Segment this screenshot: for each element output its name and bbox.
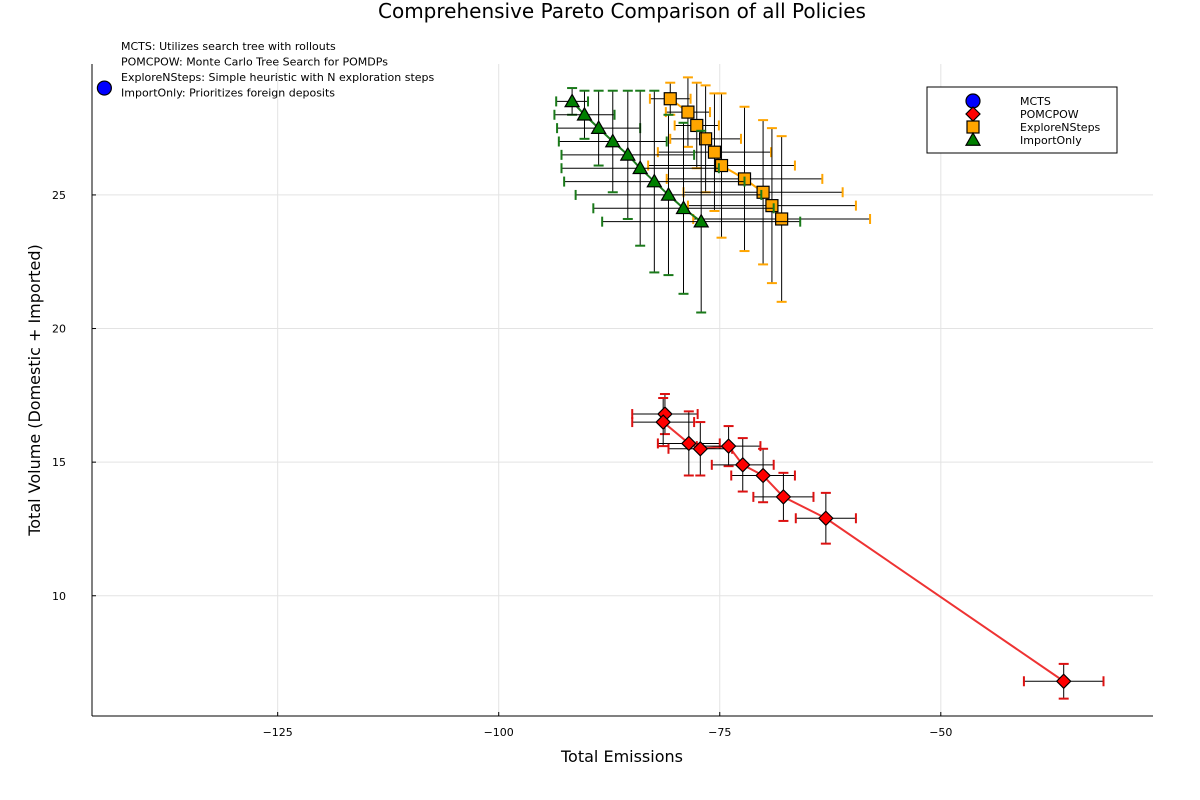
x-axis-label: Total Emissions: [560, 747, 683, 766]
data-point: [590, 119, 607, 134]
x-tick-label: −100: [484, 726, 514, 739]
series-line: [669, 97, 783, 220]
annotation-text: ExploreNSteps: Simple heuristic with N e…: [121, 71, 435, 84]
legend-label: POMCPOW: [1020, 108, 1079, 121]
series-mcts: [96, 80, 112, 96]
data-point: [1055, 673, 1072, 690]
annotation-text: MCTS: Utilizes search tree with rollouts: [121, 40, 336, 53]
data-point: [775, 212, 789, 226]
x-tick-label: −125: [263, 726, 293, 739]
y-tick-label: 15: [52, 456, 66, 469]
data-point: [765, 199, 779, 213]
data-point: [632, 160, 649, 175]
series-pomcpow: [631, 393, 1105, 700]
chart-title: Comprehensive Pareto Comparison of all P…: [378, 0, 866, 23]
legend-label: ExploreNSteps: [1020, 121, 1101, 134]
y-axis-label: Total Volume (Domestic + Imported): [25, 244, 44, 537]
data-point: [818, 510, 834, 527]
axes: −125 −100 −75 −50 10 15 20 25: [52, 64, 1153, 739]
data-point: [660, 186, 677, 201]
data-point: [604, 133, 621, 148]
legend-marker: [964, 131, 982, 146]
series-line: [571, 100, 702, 223]
legend-marker: [965, 93, 981, 109]
data-point: [680, 435, 697, 452]
data-point: [675, 200, 692, 215]
legend-marker: [966, 120, 980, 134]
y-tick-label: 25: [52, 189, 66, 202]
data-point: [755, 467, 771, 484]
data-point: [756, 185, 770, 199]
legend-box: [926, 86, 1118, 154]
data-point: [96, 80, 112, 96]
data-point: [646, 173, 663, 188]
data-point: [564, 93, 581, 108]
data-point: [576, 106, 593, 121]
data-point: [775, 489, 792, 505]
data-point: [692, 440, 709, 457]
x-tick-label: −50: [929, 726, 952, 739]
series-explorensteps: [647, 76, 872, 303]
series-importonly: [553, 87, 802, 314]
data-point: [720, 438, 737, 454]
y-tick-label: 20: [52, 323, 66, 336]
annotations: MCTS: Utilizes search tree with rollouts…: [121, 40, 435, 100]
data-point: [681, 105, 695, 119]
data-point: [663, 92, 677, 106]
annotation-text: ImportOnly: Prioritizes foreign deposits: [121, 87, 335, 100]
data-point: [714, 158, 729, 173]
legend-label: MCTS: [1020, 95, 1051, 108]
data-point: [693, 213, 710, 228]
data-point: [690, 118, 704, 133]
x-tick-label: −75: [708, 726, 731, 739]
data-point: [655, 414, 672, 430]
data-point: [734, 456, 751, 473]
grid: [92, 64, 1153, 716]
legend-label: ImportOnly: [1020, 134, 1082, 147]
series-line: [662, 413, 1065, 683]
annotation-text: POMCPOW: Monte Carlo Tree Search for POM…: [121, 56, 388, 69]
data-point: [699, 132, 713, 146]
data-point: [707, 145, 722, 159]
data-point: [619, 146, 636, 161]
y-tick-label: 10: [52, 590, 66, 603]
series-layer: [96, 76, 1105, 700]
